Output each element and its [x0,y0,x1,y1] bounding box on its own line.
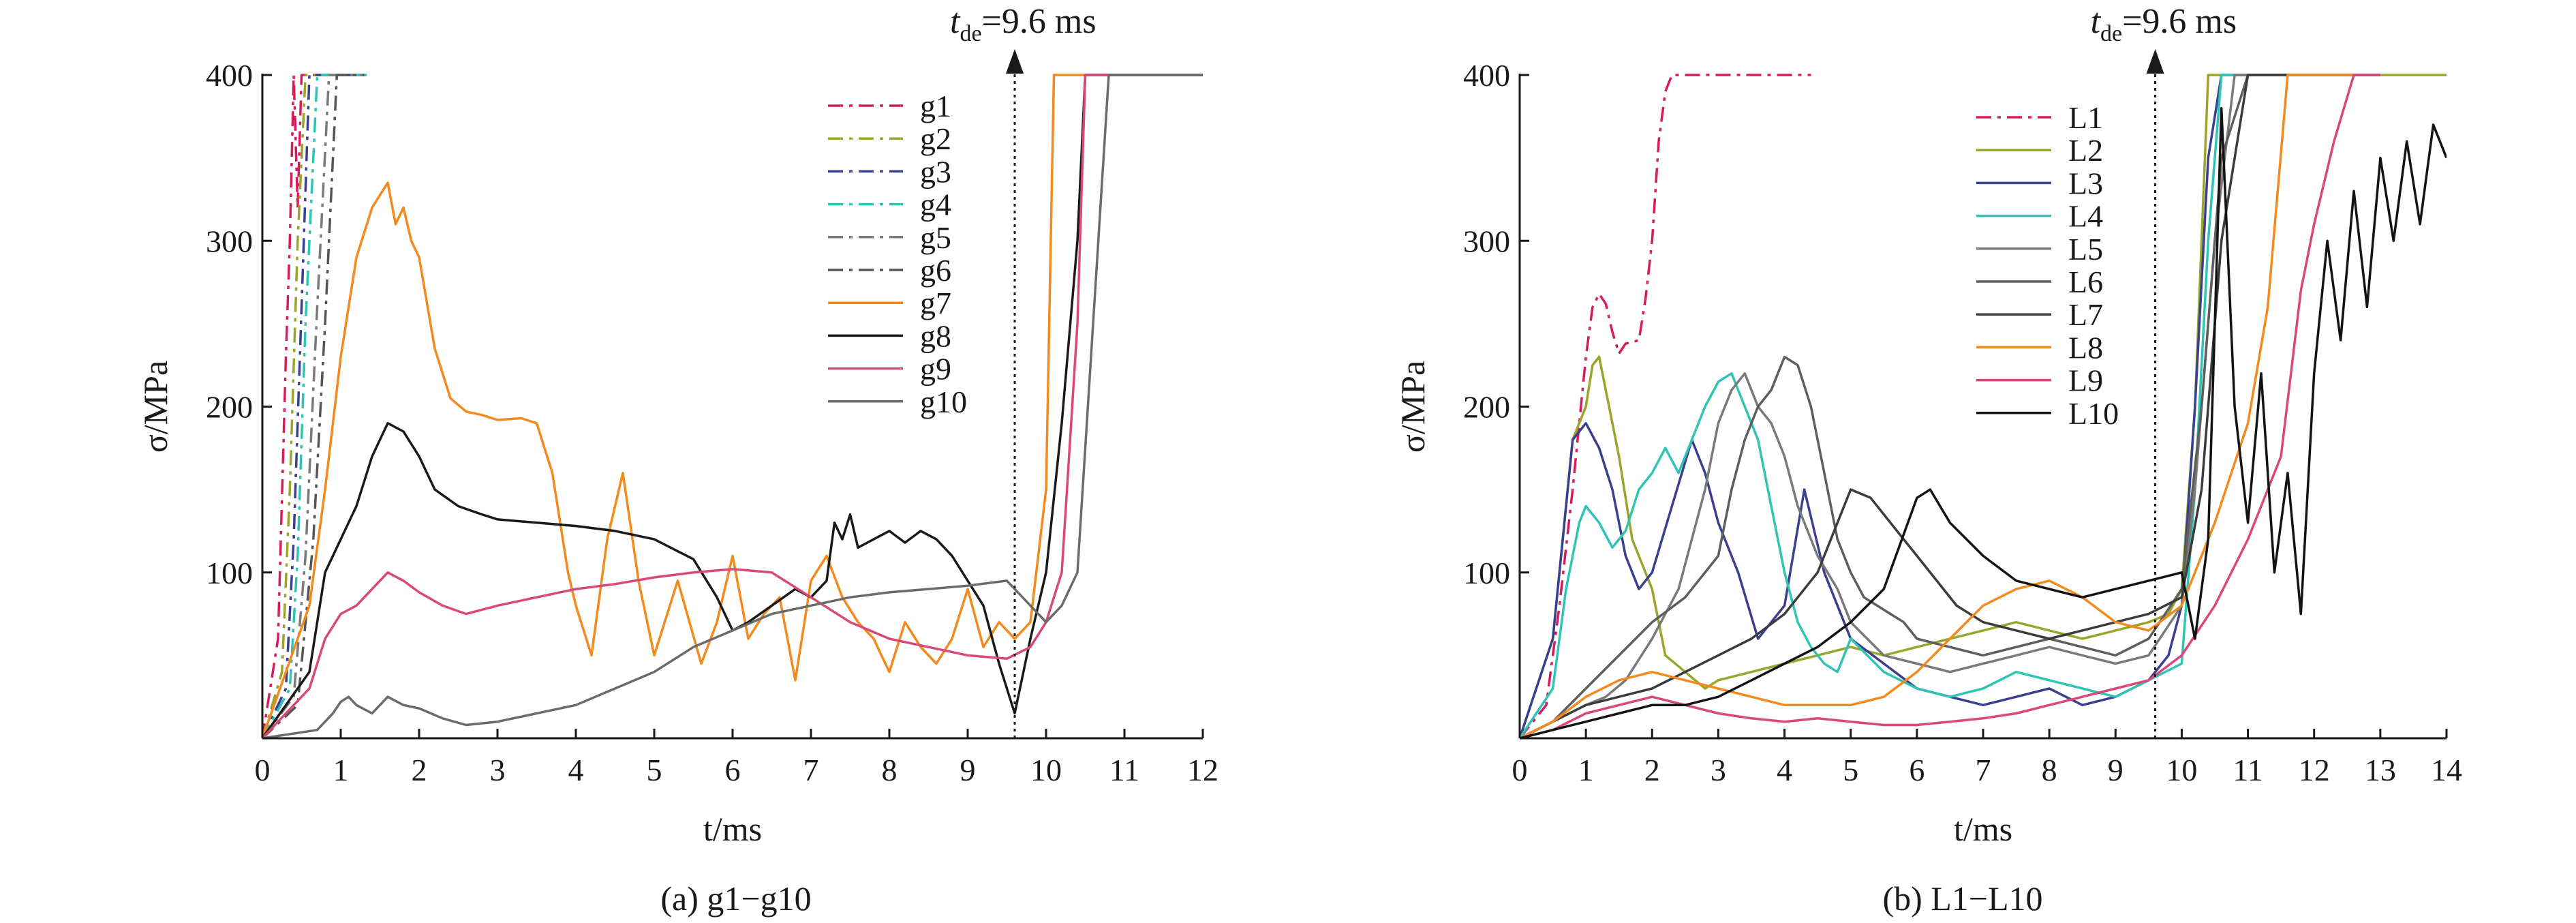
x-tick-label: 11 [2233,753,2263,787]
legend-label-L3: L3 [2068,166,2103,200]
x-tick-label: 13 [2365,753,2396,787]
legend-label-L7: L7 [2068,297,2103,332]
tde-symbol: t [950,2,961,41]
series-line-g10 [262,74,1203,738]
series-line-g7 [262,74,1203,738]
y-tick-label: 200 [206,390,253,425]
panel-caption: (a) g1−g10 [660,879,811,918]
legend-label-g5: g5 [920,220,951,255]
tde-subscript: de [960,21,981,46]
x-tick-label: 3 [1711,753,1726,787]
tde-value: =9.6 ms [982,2,1097,41]
y-tick-label: 200 [1463,390,1510,425]
x-tick-label: 6 [725,753,741,787]
series-lines [262,74,1203,738]
y-tick-label: 300 [206,224,253,258]
panel-b: tde=9.6 ms0 1 2 3 4 5 6 7 8 9 10 11 12 13 141002003004… [1394,2,2462,918]
x-tick-label: 12 [2299,753,2330,787]
legend-label-L10: L10 [2068,396,2119,431]
legend-label-L5: L5 [2068,232,2103,267]
tde-annotation: tde=9.6 ms [950,2,1097,46]
x-tick-label: 9 [2108,753,2123,787]
x-axis-title: t/ms [703,810,762,848]
tde-value: =9.6 ms [2122,2,2237,41]
x-tick-label: 2 [412,753,427,787]
x-tick-label: 0 [255,753,271,787]
series-line-L1 [1520,74,1811,738]
series-line-g6 [262,74,365,738]
legend-label-g1: g1 [920,89,951,123]
x-tick-label: 1 [1578,753,1594,787]
tde-symbol: t [2091,2,2102,41]
legend-label-L4: L4 [2068,199,2103,234]
x-tick-label: 7 [803,753,819,787]
panel-a: tde=9.6 ms0 1 2 3 4 5 6 7 8 9 10 11 12100200300400t/… [136,2,1218,918]
series-line-g8 [262,74,1203,738]
legend-label-L8: L8 [2068,330,2103,365]
x-tick-label: 5 [1843,753,1858,787]
x-tick-label: 3 [490,753,506,787]
tde-annotation: tde=9.6 ms [2091,2,2237,46]
legend-label-L2: L2 [2068,133,2103,168]
x-tick-label: 4 [1777,753,1792,787]
x-tick-label: 7 [1976,753,1991,787]
y-tick-label: 300 [1463,224,1510,258]
tde-subscript: de [2100,21,2122,46]
series-line-L10 [1520,106,2447,738]
y-axis-title: σ/MPa [136,361,174,453]
legend-label-g4: g4 [920,187,951,222]
x-tick-label: 4 [568,753,584,787]
series-lines [1520,74,2447,738]
x-tick-label: 14 [2431,753,2462,787]
legend-label-L6: L6 [2068,264,2103,299]
y-tick-label: 400 [206,58,253,93]
x-tick-label: 8 [2042,753,2057,787]
x-tick-label: 9 [960,753,976,787]
x-tick-label: 12 [1187,753,1218,787]
series-line-L8 [1520,74,2380,738]
series-line-g9 [262,74,1164,738]
series-line-L7 [1520,74,2380,738]
x-tick-label: 2 [1644,753,1660,787]
series-line-L3 [1520,74,2380,738]
y-axis-title: σ/MPa [1394,361,1432,453]
tde-arrow-icon [1006,49,1024,74]
series-line-L4 [1520,74,2380,738]
legend-label-g2: g2 [920,121,951,156]
legend-label-g9: g9 [920,352,951,387]
legend-label-g10: g10 [920,384,967,419]
series-line-g1 [262,74,325,738]
legend-label-g8: g8 [920,318,951,353]
series-line-L2 [1520,74,2447,738]
y-tick-label: 100 [1463,556,1510,590]
x-tick-label: 1 [333,753,349,787]
panel-caption: (b) L1−L10 [1882,879,2042,918]
x-axis-title: t/ms [1954,810,2012,848]
tde-arrow-icon [2146,49,2164,74]
x-tick-label: 0 [1512,753,1528,787]
x-tick-label: 8 [882,753,898,787]
x-tick-label: 10 [1030,753,1062,787]
x-tick-label: 10 [2166,753,2197,787]
legend-label-g3: g3 [920,154,951,189]
legend-label-L9: L9 [2068,363,2103,398]
series-line-L9 [1520,74,2380,738]
x-tick-label: 11 [1109,753,1139,787]
legend-label-g6: g6 [920,253,951,288]
legend-label-L1: L1 [2068,100,2103,135]
x-tick-label: 5 [647,753,662,787]
y-tick-label: 100 [206,556,253,590]
x-tick-label: 6 [1909,753,1925,787]
y-tick-label: 400 [1463,58,1510,93]
legend-label-g7: g7 [920,286,951,320]
